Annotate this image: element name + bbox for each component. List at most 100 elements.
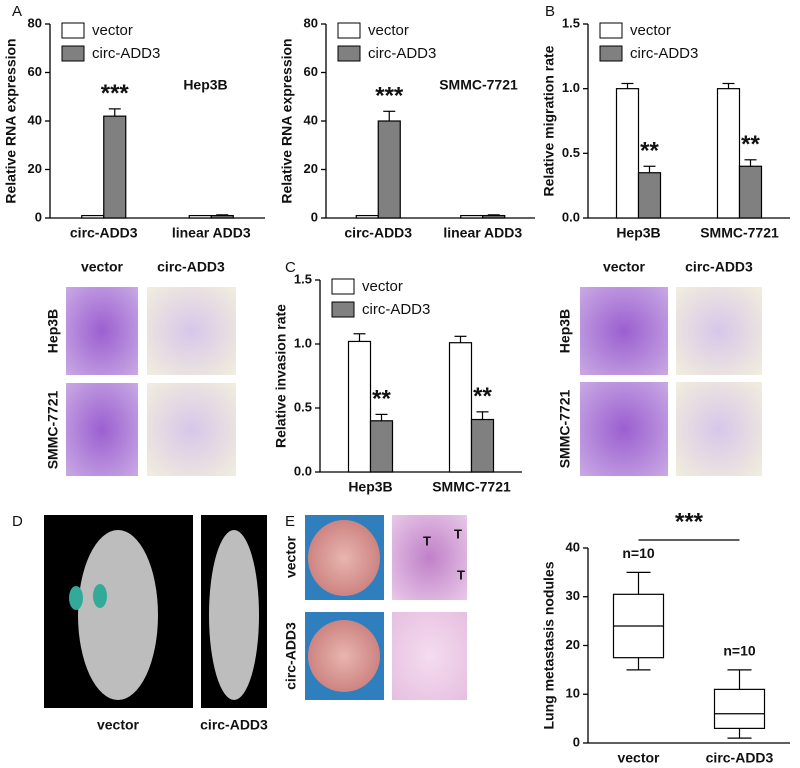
panel-label: D — [12, 513, 23, 530]
column-label: vector — [603, 259, 646, 275]
x-tick-label: vector — [617, 750, 660, 766]
micrograph — [676, 382, 762, 476]
y-tick-label: 0 — [311, 209, 318, 224]
bar — [738, 165, 763, 219]
legend-label: vector — [92, 22, 133, 39]
micrograph — [66, 383, 138, 476]
row-label: SMMC-7721 — [557, 390, 573, 469]
bar — [377, 120, 401, 219]
y-tick-label: 80 — [304, 15, 318, 30]
box — [713, 688, 766, 729]
y-tick-label: 0 — [35, 209, 42, 224]
y-tick-label: 20 — [304, 161, 318, 176]
y-axis-label: Lung metastasis nodules — [541, 561, 557, 729]
panel-label: E — [285, 513, 295, 530]
y-tick-label: 60 — [304, 64, 318, 79]
micrograph — [580, 287, 668, 375]
y-tick-label: 1.5 — [562, 15, 580, 30]
histology — [392, 515, 467, 600]
y-tick-label: 40 — [304, 112, 318, 127]
y-tick-label: 10 — [566, 686, 580, 701]
x-tick-label: circ-ADD3 — [70, 225, 138, 241]
y-axis-label: Relative RNA expression — [3, 38, 19, 203]
x-tick-label: linear ADD3 — [172, 225, 251, 241]
y-tick-label: 0.5 — [294, 399, 312, 414]
legend-label: vector — [368, 22, 409, 39]
signal — [93, 584, 107, 608]
tumor-mark: T — [423, 533, 431, 548]
y-axis-label: Relative migration rate — [541, 45, 557, 196]
significance: ** — [741, 131, 760, 158]
y-axis-label: Relative invasion rate — [273, 304, 289, 448]
bar — [369, 420, 394, 473]
x-tick-label: Hep3B — [616, 225, 660, 241]
significance: ** — [372, 386, 391, 413]
significance: *** — [375, 83, 404, 110]
legend-label: circ-ADD3 — [630, 45, 698, 62]
bar — [615, 88, 640, 219]
panel-label: B — [545, 3, 555, 20]
bar — [637, 172, 662, 219]
bar — [81, 214, 105, 219]
y-tick-label: 1.5 — [294, 271, 312, 286]
legend-label: circ-ADD3 — [368, 45, 436, 62]
row-label: SMMC-7721 — [45, 391, 61, 470]
y-tick-label: 60 — [28, 64, 42, 79]
legend-swatch — [61, 45, 85, 62]
y-tick-label: 0 — [573, 734, 580, 749]
significance: *** — [101, 80, 130, 107]
bar — [103, 115, 127, 219]
y-tick-label: 40 — [28, 112, 42, 127]
mouse — [78, 530, 158, 700]
y-tick-label: 40 — [566, 539, 580, 554]
legend-label: circ-ADD3 — [362, 301, 430, 318]
y-tick-label: 20 — [28, 161, 42, 176]
micrograph — [147, 383, 236, 476]
y-tick-label: 0.5 — [562, 145, 580, 160]
n-label: n=10 — [622, 545, 655, 561]
legend-label: circ-ADD3 — [92, 45, 160, 62]
y-tick-label: 1.0 — [294, 335, 312, 350]
lung — [308, 520, 380, 596]
y-axis-label: Relative RNA expression — [279, 38, 295, 203]
legend-swatch — [337, 22, 361, 39]
tumor-mark: T — [457, 567, 465, 582]
x-tick-label: SMMC-7721 — [700, 225, 779, 241]
cell-line: SMMC-7721 — [439, 77, 518, 93]
tumor-mark: T — [454, 526, 462, 541]
y-tick-label: 20 — [566, 637, 580, 652]
legend-swatch — [599, 22, 623, 39]
legend-swatch — [61, 22, 85, 39]
bar — [355, 214, 379, 219]
panel-label: C — [285, 259, 296, 276]
y-tick-label: 30 — [566, 588, 580, 603]
bar — [470, 418, 495, 473]
lung — [308, 620, 380, 692]
y-tick-label: 1.0 — [562, 80, 580, 95]
n-label: n=10 — [723, 643, 756, 659]
column-label: circ-ADD3 — [685, 259, 753, 275]
x-tick-label: SMMC-7721 — [432, 479, 511, 495]
legend-label: vector — [362, 278, 403, 295]
x-tick-label: circ-ADD3 — [344, 225, 412, 241]
micrograph — [66, 287, 138, 375]
legend-swatch — [331, 278, 355, 295]
histology — [392, 612, 467, 700]
significance: ** — [640, 138, 659, 165]
micrograph — [580, 382, 668, 476]
legend-swatch — [337, 45, 361, 62]
y-tick-label: 80 — [28, 15, 42, 30]
row-label: Hep3B — [45, 309, 61, 353]
cell-line: Hep3B — [183, 77, 227, 93]
signal — [69, 586, 83, 610]
bar — [448, 342, 473, 473]
bar — [210, 214, 234, 219]
legend-swatch — [331, 301, 355, 318]
significance: *** — [675, 508, 704, 535]
y-tick-label: 0.0 — [562, 209, 580, 224]
image-label: circ-ADD3 — [200, 717, 268, 733]
image-label: vector — [97, 717, 140, 733]
x-tick-label: circ-ADD3 — [706, 750, 774, 766]
bar — [188, 214, 212, 219]
